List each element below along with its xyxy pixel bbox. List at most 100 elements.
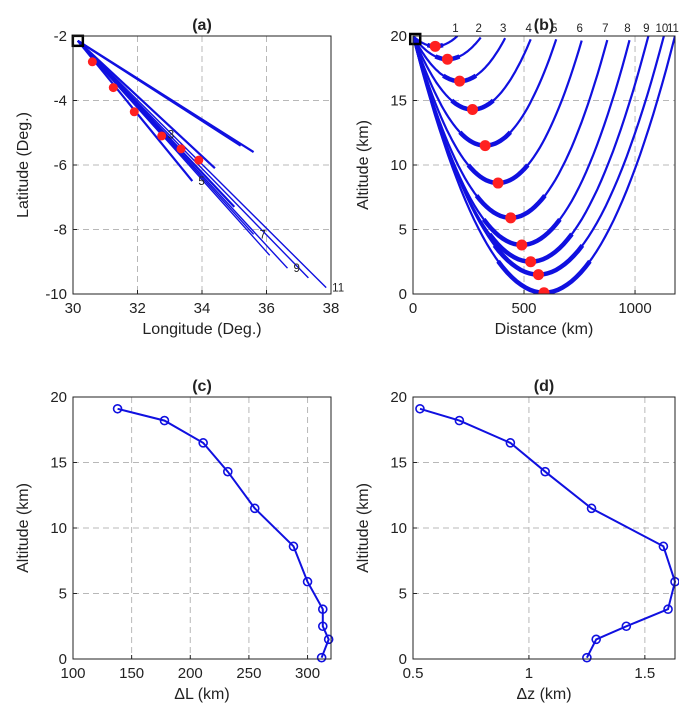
trajectory-label: 5 xyxy=(198,176,204,188)
trajectory-label: 7 xyxy=(260,229,266,241)
x-tick-label: 0 xyxy=(409,300,417,317)
data-point xyxy=(454,415,465,426)
panel-c: 100 150 200 250 300 0 5 10 15 20 (c) ΔL (km) Altitud… xyxy=(15,378,334,703)
x-axis-label: Longitude (Deg.) xyxy=(142,321,261,338)
data-point xyxy=(586,503,597,514)
apex-marker xyxy=(108,83,118,93)
x-axis-label: Distance (km) xyxy=(495,321,594,338)
trajectory-label: 9 xyxy=(643,23,649,35)
data-point xyxy=(621,621,632,632)
x-tick-label: 100 xyxy=(60,665,85,682)
data-point xyxy=(317,604,328,615)
plot-frame xyxy=(72,35,332,295)
apex-marker xyxy=(441,53,453,65)
trajectory-label: 11 xyxy=(667,23,679,35)
apex-marker xyxy=(454,75,466,87)
y-tick-label: -10 xyxy=(45,286,67,303)
data-point xyxy=(540,466,550,477)
x-tick-label: 300 xyxy=(295,665,320,682)
plot-area xyxy=(413,36,675,294)
y-tick-label: 20 xyxy=(390,389,407,406)
apex-marker xyxy=(479,140,491,152)
trajectory-label: 3 xyxy=(500,23,506,35)
panel-title: (a) xyxy=(192,17,212,34)
x-tick-label: 34 xyxy=(194,300,211,317)
y-axis-label: Latitude (Deg.) xyxy=(15,112,32,218)
trajectory-line xyxy=(77,39,216,170)
apex-marker xyxy=(538,287,550,294)
trajectory-label: 10 xyxy=(655,23,668,35)
data-point xyxy=(316,652,327,663)
trajectory-label: 4 xyxy=(525,23,532,35)
panel-a: 30 32 34 36 38 -10 -8 -6 -4 -2 (a) Longitude (Deg.)… xyxy=(15,17,344,338)
x-tick-label: 0.5 xyxy=(403,665,424,682)
y-tick-label: 15 xyxy=(390,93,407,110)
x-axis-label: ΔL (km) xyxy=(174,686,229,703)
data-point xyxy=(415,403,425,414)
data-point xyxy=(223,466,233,477)
data-point xyxy=(323,634,334,645)
y-tick-label: 5 xyxy=(59,586,67,603)
y-axis-label: Altitude (km) xyxy=(15,483,32,573)
data-point xyxy=(505,438,516,448)
trajectory-label: 2 xyxy=(476,23,482,35)
y-tick-label: 15 xyxy=(50,455,67,472)
y-axis-label: Altitude (km) xyxy=(355,120,372,210)
trajectory-label: 5 xyxy=(551,23,557,35)
apex-marker xyxy=(129,107,139,117)
x-tick-label: 1000 xyxy=(618,300,651,317)
apex-marker xyxy=(525,256,537,268)
plot-frame xyxy=(412,396,676,660)
data-point xyxy=(288,541,299,552)
apex-marker xyxy=(467,104,479,116)
data-point xyxy=(658,541,669,552)
trajectory-label: 9 xyxy=(293,263,299,275)
plot-frame xyxy=(72,396,332,660)
trajectory-label: 1 xyxy=(452,23,458,35)
trajectory-label: 6 xyxy=(577,23,583,35)
data-point xyxy=(198,438,208,448)
x-tick-label: 36 xyxy=(258,300,275,317)
data-point xyxy=(582,652,592,663)
x-tick-label: 1 xyxy=(525,665,533,682)
data-point xyxy=(159,415,170,426)
y-tick-label: 0 xyxy=(399,286,407,303)
x-tick-label: 32 xyxy=(129,300,146,317)
apex-marker xyxy=(87,57,97,67)
trajectory-label: 3 xyxy=(168,129,174,141)
y-tick-label: 0 xyxy=(399,651,407,668)
trajectory-line xyxy=(77,40,289,269)
panel-title: (d) xyxy=(534,378,554,395)
trajectory-curve xyxy=(413,36,558,147)
trajectory-line xyxy=(77,40,309,279)
x-tick-label: 200 xyxy=(178,665,203,682)
plot-area xyxy=(76,39,327,289)
y-axis-label: Altitude (km) xyxy=(355,483,372,573)
apex-marker xyxy=(157,131,167,141)
y-tick-label: 0 xyxy=(59,651,67,668)
trajectory-label: 8 xyxy=(624,23,630,35)
origin-marker xyxy=(408,32,422,46)
data-point xyxy=(317,621,328,632)
panel-title: (c) xyxy=(192,378,212,395)
series-line xyxy=(419,407,677,659)
y-tick-label: -2 xyxy=(54,28,67,45)
x-tick-label: 30 xyxy=(65,300,82,317)
data-point xyxy=(112,403,123,414)
x-tick-label: 38 xyxy=(323,300,340,317)
trajectory-label: 11 xyxy=(332,283,344,295)
y-tick-label: 15 xyxy=(390,455,407,472)
data-point xyxy=(249,503,260,514)
y-tick-label: -6 xyxy=(54,157,67,174)
y-tick-label: 20 xyxy=(50,389,67,406)
apex-marker xyxy=(429,40,441,52)
trajectory-label: 7 xyxy=(602,23,608,35)
y-tick-label: -4 xyxy=(54,93,67,110)
apex-marker xyxy=(505,212,517,224)
trajectory-line xyxy=(77,40,271,256)
x-axis-label: Δz (km) xyxy=(516,686,571,703)
data-point xyxy=(663,604,673,615)
x-tick-label: 250 xyxy=(236,665,261,682)
plot-frame xyxy=(412,35,676,295)
